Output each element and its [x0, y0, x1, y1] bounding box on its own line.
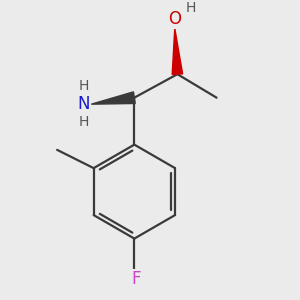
Polygon shape	[91, 92, 135, 104]
Text: N: N	[77, 95, 90, 113]
Text: O: O	[168, 11, 181, 28]
Text: H: H	[78, 116, 88, 130]
Text: H: H	[185, 1, 196, 15]
Text: H: H	[78, 79, 88, 93]
Polygon shape	[172, 28, 183, 74]
Text: F: F	[131, 270, 140, 288]
